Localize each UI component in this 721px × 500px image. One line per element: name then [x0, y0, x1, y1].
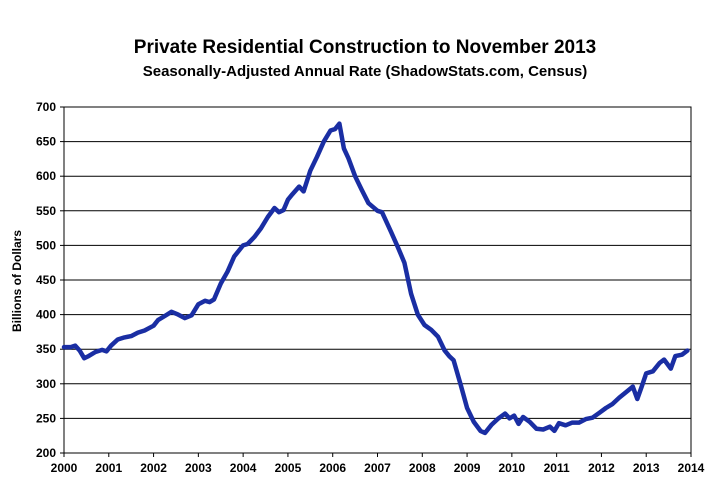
chart-title: Private Residential Construction to Nove… [134, 37, 596, 58]
y-axis-label: Billions of Dollars [10, 230, 24, 332]
x-tick-label: 2002 [140, 461, 167, 475]
y-tick-label: 250 [36, 411, 56, 425]
x-tick-label: 2001 [95, 461, 122, 475]
y-tick-label: 650 [36, 135, 56, 149]
chart-subtitle: Seasonally-Adjusted Annual Rate (ShadowS… [143, 63, 588, 80]
y-tick-label: 400 [36, 308, 56, 322]
x-tick-label: 2009 [454, 461, 481, 475]
y-tick-label: 300 [36, 377, 56, 391]
x-tick-label: 2010 [499, 461, 526, 475]
x-tick-label: 2004 [230, 461, 257, 475]
x-axis-ticks: 2000 2001 2002 2003 2004 2005 2006 2007 2008 2009… [51, 453, 705, 475]
y-tick-label: 350 [36, 342, 56, 356]
x-tick-label: 2006 [319, 461, 346, 475]
y-tick-label: 700 [36, 100, 56, 114]
y-tick-label: 600 [36, 169, 56, 183]
x-tick-label: 2000 [51, 461, 78, 475]
x-tick-label: 2012 [588, 461, 615, 475]
x-tick-label: 2007 [364, 461, 391, 475]
x-tick-label: 2005 [275, 461, 302, 475]
x-tick-label: 2011 [544, 461, 570, 475]
y-tick-label: 550 [36, 204, 56, 218]
x-tick-label: 2003 [185, 461, 212, 475]
y-axis-ticks: 200 250 300 350 400 450 500 550 600 650 700 [36, 100, 64, 460]
y-tick-label: 450 [36, 273, 56, 287]
x-tick-label: 2013 [633, 461, 660, 475]
y-tick-label: 200 [36, 446, 56, 460]
x-tick-label: 2008 [409, 461, 436, 475]
y-tick-label: 500 [36, 238, 56, 252]
series-group [61, 121, 690, 436]
series-line [61, 121, 690, 436]
x-tick-label: 2014 [678, 461, 705, 475]
